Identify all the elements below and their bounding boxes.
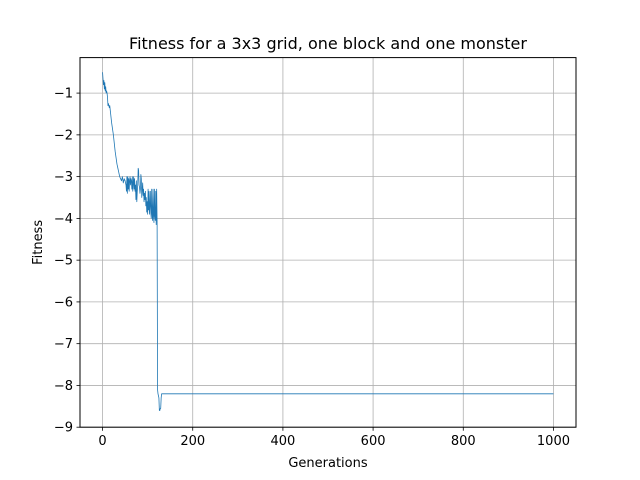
chart-title: Fitness for a 3x3 grid, one block and on… bbox=[129, 34, 527, 53]
y-tick-label: −8 bbox=[54, 379, 73, 394]
x-tick-label: 1000 bbox=[537, 434, 570, 449]
y-tick-label: −4 bbox=[54, 212, 73, 227]
series-layer bbox=[102, 72, 554, 411]
y-tick-label: −7 bbox=[54, 337, 73, 352]
y-tick-label: −5 bbox=[54, 254, 73, 269]
x-tick-label: 400 bbox=[270, 434, 295, 449]
y-tick-label: −2 bbox=[54, 128, 73, 143]
grid-lines bbox=[80, 57, 576, 428]
x-tick-label: 0 bbox=[98, 434, 106, 449]
x-axis-label: Generations bbox=[288, 456, 368, 471]
y-tick-label: −1 bbox=[54, 87, 73, 102]
y-tick-label: −9 bbox=[54, 421, 73, 436]
y-tick-label: −3 bbox=[54, 170, 73, 185]
fitness-line bbox=[102, 72, 554, 411]
x-tick-label: 200 bbox=[180, 434, 205, 449]
y-tick-label: −6 bbox=[54, 295, 73, 310]
x-tick-label: 600 bbox=[361, 434, 386, 449]
plot-frame bbox=[79, 57, 577, 428]
axis-ticks: 0 200 400 600 800 1000 −1 −2 −3 −4 −5 −6 −7 −8 −9 bbox=[54, 87, 570, 450]
x-tick-label: 800 bbox=[451, 434, 476, 449]
y-axis-label: Fitness bbox=[31, 220, 46, 265]
